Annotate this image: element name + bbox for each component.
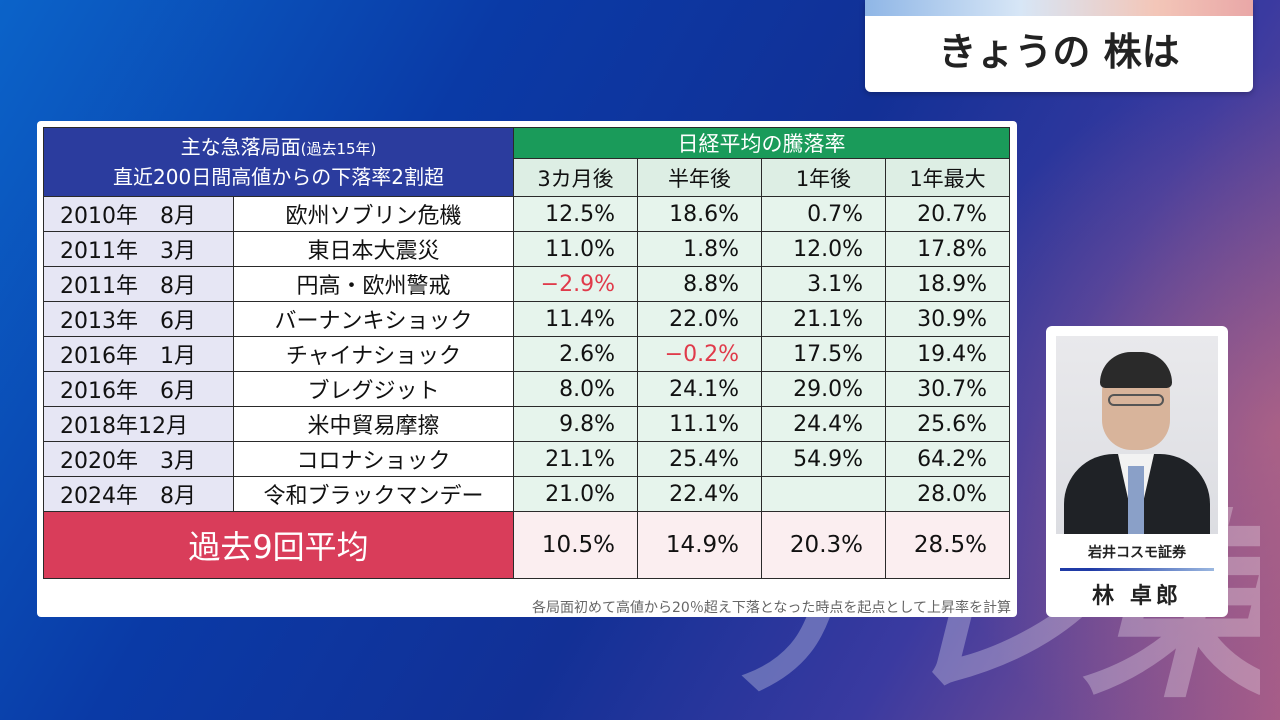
row-value: 22.0% xyxy=(637,301,762,337)
average-value: 10.5% xyxy=(513,511,638,579)
row-value-negative: −0.2% xyxy=(637,336,762,372)
row-value: 17.5% xyxy=(761,336,886,372)
right-header: 日経平均の騰落率 xyxy=(513,127,1010,159)
table-row: 2016年 6月 ブレグジット 8.0% 24.1% 29.0% 30.7% xyxy=(43,371,1010,407)
row-event: バーナンキショック xyxy=(233,301,514,337)
crash-return-table: 主な急落局面(過去15年) 直近200日間高値からの下落率2割超 日経平均の騰落… xyxy=(43,127,1010,579)
table-header-row: 主な急落局面(過去15年) 直近200日間高値からの下落率2割超 日経平均の騰落… xyxy=(43,127,1010,197)
guest-photo xyxy=(1056,336,1218,534)
row-value: 21.1% xyxy=(513,441,638,477)
row-value: 3.1% xyxy=(761,266,886,302)
row-event: 東日本大震災 xyxy=(233,231,514,267)
row-date: 2013年 6月 xyxy=(43,301,234,337)
table-row: 2011年 3月 東日本大震災 11.0% 1.8% 12.0% 17.8% xyxy=(43,231,1010,267)
table-row: 2010年 8月 欧州ソブリン危機 12.5% 18.6% 0.7% 20.7% xyxy=(43,196,1010,232)
left-header-line2: 直近200日間高値からの下落率2割超 xyxy=(113,165,444,189)
column-header: 半年後 xyxy=(637,158,762,197)
row-date: 2024年 8月 xyxy=(43,476,234,512)
row-value: 29.0% xyxy=(761,371,886,407)
row-value: 2.6% xyxy=(513,336,638,372)
row-value: 0.7% xyxy=(761,196,886,232)
average-value: 20.3% xyxy=(761,511,886,579)
row-value: 20.7% xyxy=(885,196,1010,232)
row-value: 24.1% xyxy=(637,371,762,407)
row-value xyxy=(761,476,886,512)
guest-hair xyxy=(1100,352,1172,388)
column-header: 1年後 xyxy=(761,158,886,197)
row-value: 17.8% xyxy=(885,231,1010,267)
row-value: 18.9% xyxy=(885,266,1010,302)
row-value: 18.6% xyxy=(637,196,762,232)
row-date: 2011年 3月 xyxy=(43,231,234,267)
title-card-strip xyxy=(865,0,1253,16)
guest-divider xyxy=(1060,568,1214,571)
row-date: 2020年 3月 xyxy=(43,441,234,477)
row-value: 11.0% xyxy=(513,231,638,267)
table-row: 2024年 8月 令和ブラックマンデー 21.0% 22.4% 28.0% xyxy=(43,476,1010,512)
left-header-sub: (過去15年) xyxy=(300,140,377,158)
row-value: 11.1% xyxy=(637,406,762,442)
row-event: ブレグジット xyxy=(233,371,514,407)
average-row: 過去9回平均 10.5% 14.9% 20.3% 28.5% xyxy=(43,511,1010,579)
row-value: 30.7% xyxy=(885,371,1010,407)
row-value: 8.8% xyxy=(637,266,762,302)
row-value: 25.4% xyxy=(637,441,762,477)
row-value: 22.4% xyxy=(637,476,762,512)
row-value: 19.4% xyxy=(885,336,1010,372)
program-title-card: きょうの 株は xyxy=(865,0,1253,92)
row-date: 2010年 8月 xyxy=(43,196,234,232)
row-event: 円高・欧州警戒 xyxy=(233,266,514,302)
stock-crash-table-panel: 主な急落局面(過去15年) 直近200日間高値からの下落率2割超 日経平均の騰落… xyxy=(37,121,1017,617)
guest-card: 岩井コスモ証券 林 卓郎 xyxy=(1046,326,1228,617)
row-event: チャイナショック xyxy=(233,336,514,372)
guest-company: 岩井コスモ証券 xyxy=(1088,545,1186,561)
table-row: 2013年 6月 バーナンキショック 11.4% 22.0% 21.1% 30.… xyxy=(43,301,1010,337)
row-value: 12.0% xyxy=(761,231,886,267)
row-value-negative: −2.9% xyxy=(513,266,638,302)
calculation-note: 各局面初めて高値から20％超え下落となった時点を起点として上昇率を計算 xyxy=(532,600,1011,616)
row-value: 64.2% xyxy=(885,441,1010,477)
column-header-row: 3カ月後 半年後 1年後 1年最大 xyxy=(44,158,1010,197)
guest-glasses-icon xyxy=(1108,394,1164,406)
table-row: 2016年 1月 チャイナショック 2.6% −0.2% 17.5% 19.4% xyxy=(43,336,1010,372)
table-row: 2020年 3月 コロナショック 21.1% 25.4% 54.9% 64.2% xyxy=(43,441,1010,477)
guest-name: 林 卓郎 xyxy=(1092,584,1182,609)
average-label: 過去9回平均 xyxy=(43,511,514,579)
left-header: 主な急落局面(過去15年) 直近200日間高値からの下落率2割超 xyxy=(43,127,514,197)
row-value: 28.0% xyxy=(885,476,1010,512)
table-row: 2018年12月 米中貿易摩擦 9.8% 11.1% 24.4% 25.6% xyxy=(43,406,1010,442)
row-event: コロナショック xyxy=(233,441,514,477)
row-value: 9.8% xyxy=(513,406,638,442)
column-header: 3カ月後 xyxy=(513,158,638,197)
average-value: 14.9% xyxy=(637,511,762,579)
table-row: 2011年 8月 円高・欧州警戒 −2.9% 8.8% 3.1% 18.9% xyxy=(43,266,1010,302)
row-value: 21.0% xyxy=(513,476,638,512)
row-value: 25.6% xyxy=(885,406,1010,442)
row-event: 欧州ソブリン危機 xyxy=(233,196,514,232)
row-event: 令和ブラックマンデー xyxy=(233,476,514,512)
row-event: 米中貿易摩擦 xyxy=(233,406,514,442)
left-header-title: 主な急落局面 xyxy=(180,135,301,159)
row-value: 11.4% xyxy=(513,301,638,337)
row-value: 12.5% xyxy=(513,196,638,232)
row-value: 54.9% xyxy=(761,441,886,477)
row-date: 2011年 8月 xyxy=(43,266,234,302)
row-date: 2016年 1月 xyxy=(43,336,234,372)
guest-tie xyxy=(1128,466,1144,534)
row-value: 1.8% xyxy=(637,231,762,267)
row-value: 8.0% xyxy=(513,371,638,407)
column-header: 1年最大 xyxy=(885,158,1010,197)
program-title: きょうの 株は xyxy=(938,30,1180,74)
row-value: 21.1% xyxy=(761,301,886,337)
average-value: 28.5% xyxy=(885,511,1010,579)
row-value: 24.4% xyxy=(761,406,886,442)
row-value: 30.9% xyxy=(885,301,1010,337)
row-date: 2016年 6月 xyxy=(43,371,234,407)
row-date: 2018年12月 xyxy=(43,406,234,442)
